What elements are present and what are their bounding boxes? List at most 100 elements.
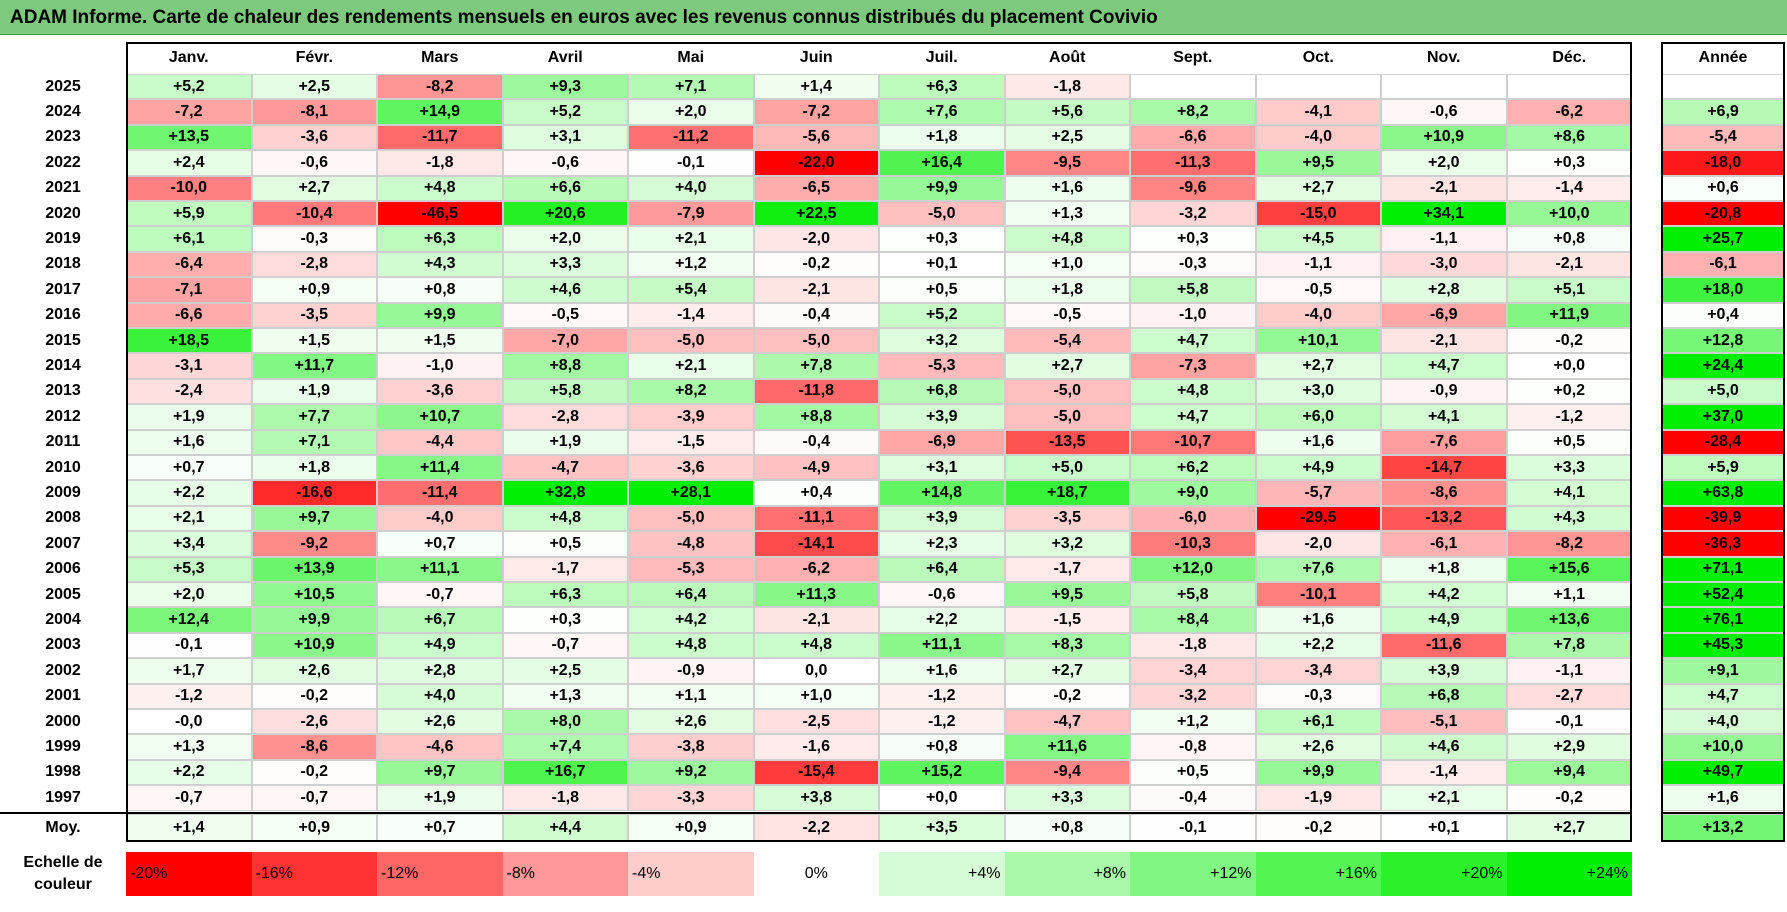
heatmap-cell: +9,7: [252, 506, 378, 531]
heatmap-cell: +0,5: [1130, 760, 1256, 785]
heatmap-cell: -0,2: [252, 760, 378, 785]
year-label: 2018: [0, 252, 126, 277]
heatmap-cell: -7,9: [628, 201, 754, 226]
heatmap-cell: +7,8: [1507, 633, 1633, 658]
heatmap-cell: +3,8: [754, 785, 880, 810]
heatmap-cell: -10,3: [1130, 531, 1256, 556]
heatmap-cell: -2,0: [1256, 531, 1382, 556]
heatmap-cell: -0,9: [628, 658, 754, 683]
year-label: 2011: [0, 430, 126, 455]
heatmap-cell: +11,7: [252, 353, 378, 378]
heatmap-cell: -0,7: [126, 785, 252, 810]
heatmap-cell: +4,9: [1256, 455, 1382, 480]
heatmap-cell: -8,2: [1507, 531, 1633, 556]
heatmap-cell: -29,5: [1256, 506, 1382, 531]
heatmap-cell: +2,2: [126, 760, 252, 785]
month-header: Déc.: [1507, 42, 1633, 74]
heatmap-cell: +11,3: [754, 582, 880, 607]
heatmap-cell: +22,5: [754, 201, 880, 226]
heatmap-cell: +0,8: [879, 734, 1005, 759]
year-label: 2023: [0, 125, 126, 150]
color-scale-swatch: +12%: [1130, 852, 1256, 896]
heatmap-cell: -3,9: [628, 404, 754, 429]
heatmap-cell: +10,7: [377, 404, 503, 429]
heatmap-cell: +10,0: [1507, 201, 1633, 226]
heatmap-cell: -1,5: [1005, 607, 1131, 632]
heatmap-cell: +4,6: [503, 277, 629, 302]
heatmap-cell: +1,8: [1381, 557, 1507, 582]
heatmap-cell: +2,5: [252, 74, 378, 99]
year-label: 2005: [0, 582, 126, 607]
heatmap-cell: +6,8: [1381, 684, 1507, 709]
heatmap-cell: +3,4: [126, 531, 252, 556]
annual-cell: +5,9: [1661, 455, 1785, 480]
heatmap-cell: +0,5: [879, 277, 1005, 302]
heatmap-cell: +9,7: [377, 760, 503, 785]
heatmap-cell: -2,1: [1381, 176, 1507, 201]
color-scale-swatch: +4%: [879, 852, 1005, 896]
annual-cell: -6,1: [1661, 252, 1785, 277]
heatmap-cell: -3,5: [252, 303, 378, 328]
heatmap-cell: -0,2: [1507, 785, 1633, 810]
heatmap-cell: +0,3: [1507, 150, 1633, 175]
heatmap-cell: -15,4: [754, 760, 880, 785]
heatmap-cell: -4,8: [628, 531, 754, 556]
annual-cell: +5,0: [1661, 379, 1785, 404]
year-label: 1997: [0, 785, 126, 810]
heatmap-cell: -11,1: [754, 506, 880, 531]
year-label: 2024: [0, 99, 126, 124]
month-header: Janv.: [126, 42, 252, 74]
heatmap-cell: -1,4: [1381, 760, 1507, 785]
heatmap-cell: -3,2: [1130, 684, 1256, 709]
heatmap-cell: +18,5: [126, 328, 252, 353]
heatmap-cell: +7,6: [879, 99, 1005, 124]
heatmap-cell: +12,4: [126, 607, 252, 632]
heatmap-cell: -10,1: [1256, 582, 1382, 607]
heatmap-cell: -0,6: [503, 150, 629, 175]
heatmap-cell: -13,5: [1005, 430, 1131, 455]
heatmap-cell: +0,5: [1507, 430, 1633, 455]
heatmap-cell: -2,1: [754, 607, 880, 632]
heatmap-cell: -5,7: [1256, 480, 1382, 505]
heatmap-cell: -4,7: [1005, 709, 1131, 734]
heatmap-cell: +0,8: [377, 277, 503, 302]
heatmap-cell: -2,8: [252, 252, 378, 277]
annual-cell: +18,0: [1661, 277, 1785, 302]
mean-label: Moy.: [0, 814, 126, 842]
heatmap-cell: +2,7: [252, 176, 378, 201]
annual-cell: +25,7: [1661, 226, 1785, 251]
heatmap-cell: -3,3: [628, 785, 754, 810]
mean-annual-cell: +13,2: [1661, 814, 1785, 842]
heatmap-cell: -0,6: [252, 150, 378, 175]
heatmap-cell: -3,1: [126, 353, 252, 378]
mean-cell: +3,5: [879, 814, 1005, 842]
heatmap-cell: +4,3: [377, 252, 503, 277]
heatmap-cell: -0,2: [1507, 328, 1633, 353]
heatmap-cell: +9,9: [377, 303, 503, 328]
heatmap-cell: +5,3: [126, 557, 252, 582]
heatmap-cell: +2,6: [1256, 734, 1382, 759]
heatmap-cell: +4,0: [628, 176, 754, 201]
heatmap-cell: -15,0: [1256, 201, 1382, 226]
heatmap-cell: +2,0: [1381, 150, 1507, 175]
year-label: 2020: [0, 201, 126, 226]
heatmap-cell: +6,6: [503, 176, 629, 201]
heatmap-cell: +1,9: [126, 404, 252, 429]
heatmap-cell: -3,8: [628, 734, 754, 759]
heatmap-cell: -16,6: [252, 480, 378, 505]
mean-separator: [0, 812, 1632, 814]
heatmap-cell: -3,4: [1256, 658, 1382, 683]
heatmap-cell: +2,1: [628, 226, 754, 251]
heatmap-cell: +4,2: [628, 607, 754, 632]
heatmap-cell: -0,8: [1130, 734, 1256, 759]
heatmap-cell: +3,1: [879, 455, 1005, 480]
heatmap-cell: -7,0: [503, 328, 629, 353]
heatmap-cell: -5,0: [879, 201, 1005, 226]
heatmap-cell: +13,6: [1507, 607, 1633, 632]
heatmap-cell: -10,7: [1130, 430, 1256, 455]
heatmap-cell: -6,2: [1507, 99, 1633, 124]
heatmap-cell: +3,9: [1381, 658, 1507, 683]
year-label: 2014: [0, 353, 126, 378]
heatmap-cell: +6,3: [503, 582, 629, 607]
heatmap-cell: +11,1: [879, 633, 1005, 658]
